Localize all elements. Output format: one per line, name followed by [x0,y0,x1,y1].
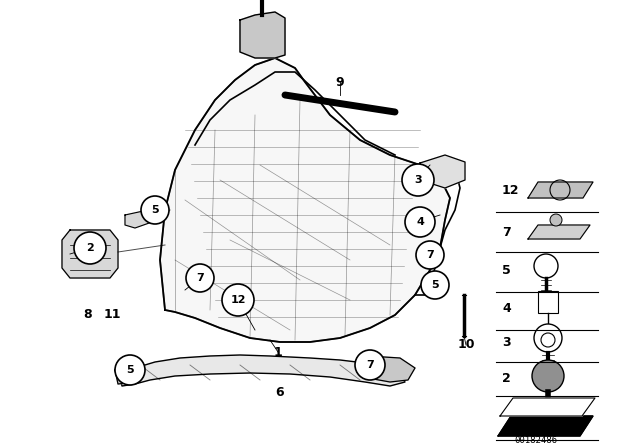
Polygon shape [498,416,593,436]
Text: 00182486: 00182486 [515,435,557,444]
Circle shape [141,196,169,224]
Circle shape [222,284,254,316]
Circle shape [421,271,449,299]
Circle shape [416,241,444,269]
Circle shape [402,164,434,196]
Text: 7: 7 [196,273,204,283]
Text: 3: 3 [502,336,511,349]
Polygon shape [120,355,405,386]
Circle shape [550,214,562,226]
Circle shape [74,232,106,264]
Circle shape [534,324,562,352]
Circle shape [115,355,145,385]
Text: 3: 3 [414,175,422,185]
Text: 12: 12 [502,184,520,197]
Polygon shape [62,230,118,278]
Polygon shape [528,225,590,239]
Text: 1: 1 [274,345,282,358]
Text: 6: 6 [276,385,284,399]
Polygon shape [115,362,140,384]
Circle shape [405,207,435,237]
Circle shape [355,350,385,380]
Text: 10: 10 [457,339,475,352]
Text: 8: 8 [84,309,92,322]
Bar [538,291,558,313]
Polygon shape [420,155,465,188]
Text: 5: 5 [151,205,159,215]
Polygon shape [160,58,450,342]
Polygon shape [125,210,152,228]
Polygon shape [368,356,415,382]
Text: 5: 5 [431,280,439,290]
Circle shape [534,254,558,278]
Polygon shape [528,182,593,198]
Text: 2: 2 [86,243,94,253]
Text: 4: 4 [416,217,424,227]
Text: 2: 2 [502,371,511,384]
Polygon shape [500,398,595,416]
Text: 4: 4 [502,302,511,314]
Circle shape [532,360,564,392]
Text: 12: 12 [230,295,246,305]
Text: 7: 7 [426,250,434,260]
Text: 7: 7 [366,360,374,370]
Text: 7: 7 [502,225,511,238]
Text: 11: 11 [103,309,121,322]
Text: 9: 9 [336,76,344,89]
Polygon shape [240,12,285,58]
Circle shape [186,264,214,292]
Text: 5: 5 [126,365,134,375]
Text: 5: 5 [502,263,511,276]
